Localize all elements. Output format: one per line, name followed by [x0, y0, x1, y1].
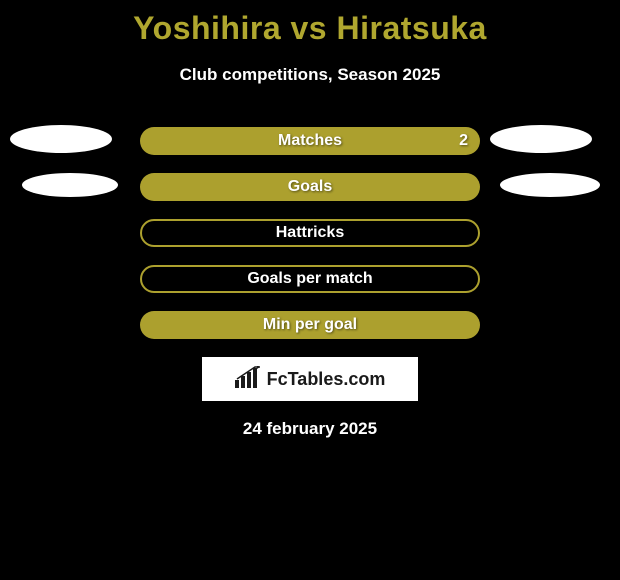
bars-icon [235, 366, 263, 393]
logo-text: FcTables.com [267, 369, 386, 390]
stat-label: Matches [278, 132, 342, 150]
left-ellipse [22, 173, 118, 197]
stat-row: Goals per match [0, 265, 620, 295]
stat-pill: Min per goal [140, 311, 480, 339]
logo-box: FcTables.com [202, 357, 418, 401]
right-ellipse [500, 173, 600, 197]
stat-label: Min per goal [263, 316, 357, 334]
stat-pill: Matches 2 [140, 127, 480, 155]
date-text: 24 february 2025 [0, 419, 620, 439]
stat-rows: Matches 2 Goals Hattricks Goals per match Min… [0, 127, 620, 341]
stat-label: Goals per match [247, 270, 372, 288]
left-ellipse [10, 125, 112, 153]
stat-row: Min per goal [0, 311, 620, 341]
stat-row: Hattricks [0, 219, 620, 249]
stat-pill: Goals [140, 173, 480, 201]
stat-pill: Hattricks [140, 219, 480, 247]
stat-pill: Goals per match [140, 265, 480, 293]
stat-label: Hattricks [276, 224, 344, 242]
right-ellipse [490, 125, 592, 153]
stat-label: Goals [288, 178, 332, 196]
stat-row: Goals [0, 173, 620, 203]
subtitle: Club competitions, Season 2025 [0, 65, 620, 85]
page-title: Yoshihira vs Hiratsuka [0, 0, 620, 47]
comparison-infographic: Yoshihira vs Hiratsuka Club competitions… [0, 0, 620, 439]
stat-row: Matches 2 [0, 127, 620, 157]
stat-value: 2 [459, 132, 468, 150]
